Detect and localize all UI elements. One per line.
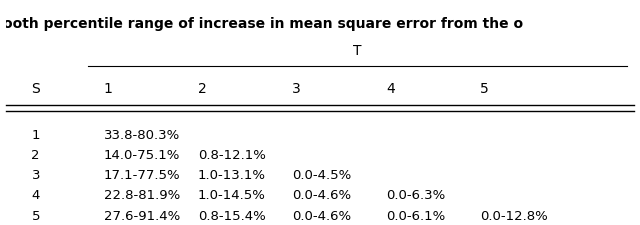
Text: 0.0-4.6%: 0.0-4.6% bbox=[292, 189, 351, 202]
Text: 1: 1 bbox=[104, 82, 113, 96]
Text: 1.0-13.1%: 1.0-13.1% bbox=[198, 169, 266, 182]
Text: 0.0-6.3%: 0.0-6.3% bbox=[386, 189, 445, 202]
Text: 3: 3 bbox=[31, 169, 40, 182]
Text: 22.8-81.9%: 22.8-81.9% bbox=[104, 189, 180, 202]
Text: 5: 5 bbox=[31, 210, 40, 223]
Text: 0.8-12.1%: 0.8-12.1% bbox=[198, 149, 266, 162]
Text: 1.0-14.5%: 1.0-14.5% bbox=[198, 189, 266, 202]
Text: 4: 4 bbox=[386, 82, 395, 96]
Text: 1: 1 bbox=[31, 129, 40, 142]
Text: 0.0-4.6%: 0.0-4.6% bbox=[292, 210, 351, 223]
Text: 14.0-75.1%: 14.0-75.1% bbox=[104, 149, 180, 162]
Text: 3: 3 bbox=[292, 82, 301, 96]
Text: 0.8-15.4%: 0.8-15.4% bbox=[198, 210, 266, 223]
Text: S: S bbox=[31, 82, 40, 96]
Text: 33.8-80.3%: 33.8-80.3% bbox=[104, 129, 180, 142]
Text: T: T bbox=[353, 44, 362, 58]
Text: 5: 5 bbox=[480, 82, 489, 96]
Text: 2: 2 bbox=[31, 149, 40, 162]
Text: 17.1-77.5%: 17.1-77.5% bbox=[104, 169, 180, 182]
Text: 2: 2 bbox=[198, 82, 207, 96]
Text: ooth percentile range of increase in mean square error from the o: ooth percentile range of increase in mea… bbox=[3, 17, 524, 31]
Text: 27.6-91.4%: 27.6-91.4% bbox=[104, 210, 180, 223]
Text: 4: 4 bbox=[31, 189, 40, 202]
Text: 0.0-6.1%: 0.0-6.1% bbox=[386, 210, 445, 223]
Text: 0.0-12.8%: 0.0-12.8% bbox=[480, 210, 548, 223]
Text: 0.0-4.5%: 0.0-4.5% bbox=[292, 169, 351, 182]
